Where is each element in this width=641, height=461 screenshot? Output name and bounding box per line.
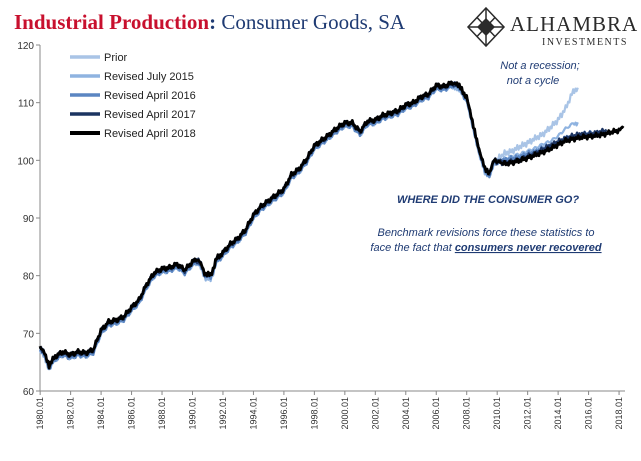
y-tick-label: 110 <box>18 99 34 110</box>
legend-label: Revised April 2016 <box>104 90 196 102</box>
x-tick-label: 2002.01 <box>370 397 380 430</box>
x-tick-label: 1994.01 <box>248 397 258 430</box>
legend-label: Revised April 2017 <box>104 109 196 121</box>
series-line-0 <box>38 81 579 370</box>
title-rest: Consumer Goods, SA <box>216 10 406 34</box>
legend-label: Revised July 2015 <box>104 71 194 83</box>
title-separator: : <box>209 10 217 34</box>
x-tick-label: 2004.01 <box>401 397 411 430</box>
annotation-body-line1: Benchmark revisions force these statisti… <box>377 227 594 239</box>
series-line-2 <box>38 81 593 370</box>
x-tick-label: 1980.01 <box>35 397 45 430</box>
x-tick-label: 2008.01 <box>462 397 472 430</box>
annotation-body-line2: face the fact that consumers never recov… <box>370 242 601 254</box>
series-line-4 <box>38 80 625 370</box>
x-tick-label: 2000.01 <box>340 397 350 430</box>
brand-name: ALHAMBRA <box>510 12 639 36</box>
y-tick-label: 60 <box>23 387 35 398</box>
annotation-body-emphasis: consumers never recovered <box>455 242 602 254</box>
y-tick-label: 80 <box>23 272 35 283</box>
y-tick-label: 100 <box>17 156 34 167</box>
x-tick-label: 1986.01 <box>127 397 137 430</box>
x-tick-label: 2012.01 <box>523 397 533 430</box>
x-tick-label: 1990.01 <box>187 397 197 430</box>
title-main: Industrial Production <box>14 10 210 34</box>
x-tick-label: 2018.01 <box>614 397 624 430</box>
y-tick-label: 70 <box>23 329 35 340</box>
chart-title: Industrial Production: Consumer Goods, S… <box>14 10 405 35</box>
diamond-lattice-icon <box>466 6 506 48</box>
brand-logo: ALHAMBRA INVESTMENTS <box>466 6 639 48</box>
x-tick-label: 1984.01 <box>96 397 106 430</box>
annotation-body-prefix: face the fact that <box>370 242 454 254</box>
annotation-heading: WHERE DID THE CONSUMER GO? <box>397 194 579 206</box>
x-tick-label: 1988.01 <box>157 397 167 430</box>
legend-label: Revised April 2018 <box>104 128 196 140</box>
y-tick-label: 90 <box>23 214 35 225</box>
x-tick-label: 1998.01 <box>309 397 319 430</box>
x-tick-label: 2006.01 <box>431 397 441 430</box>
y-tick-label: 120 <box>17 41 34 52</box>
legend-label: Prior <box>104 52 128 64</box>
x-tick-label: 1996.01 <box>279 397 289 430</box>
x-tick-label: 2016.01 <box>584 397 594 430</box>
x-tick-label: 2010.01 <box>492 397 502 430</box>
brand-subtitle: INVESTMENTS <box>542 37 628 48</box>
x-tick-label: 1982.01 <box>66 397 76 430</box>
note-not-recession: Not a recession; <box>500 60 579 72</box>
note-not-cycle: not a cycle <box>507 75 560 87</box>
series-line-3 <box>38 80 608 368</box>
x-tick-label: 2014.01 <box>553 397 563 430</box>
x-tick-label: 1992.01 <box>218 397 228 430</box>
